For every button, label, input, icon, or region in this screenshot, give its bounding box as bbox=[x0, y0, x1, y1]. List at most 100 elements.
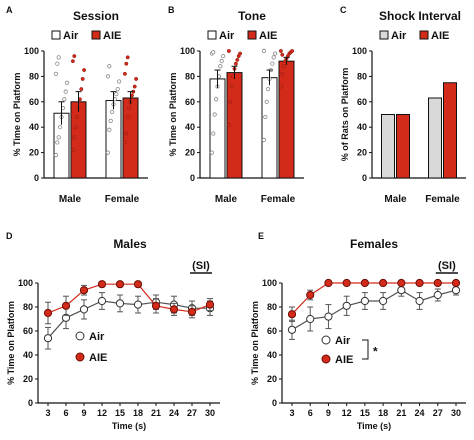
data-point-air bbox=[105, 74, 111, 79]
legend-marker-air bbox=[321, 335, 331, 345]
data-point-aie bbox=[226, 122, 231, 127]
panel-letter: E bbox=[258, 231, 264, 241]
y-tick-label: 60 bbox=[267, 326, 277, 336]
y-tick-label: 20 bbox=[267, 374, 277, 384]
series-line-aie bbox=[47, 283, 211, 314]
category-label: Female bbox=[261, 194, 296, 205]
data-point-air bbox=[272, 51, 278, 56]
panel-letter: D bbox=[6, 231, 13, 241]
data-point-air bbox=[55, 61, 60, 66]
data-point-aie bbox=[433, 278, 442, 288]
legend-marker-air bbox=[75, 331, 85, 341]
y-axis-label: % Time on Platform bbox=[12, 73, 22, 157]
bar-aie-female bbox=[443, 82, 457, 179]
data-point-aie bbox=[122, 71, 127, 76]
legend-label-air: Air bbox=[335, 335, 351, 347]
x-tick-label: 6 bbox=[63, 408, 68, 418]
data-point-aie bbox=[324, 278, 333, 288]
bar-aie-female bbox=[122, 97, 139, 179]
legend-label-air: Air bbox=[89, 331, 105, 343]
data-point-aie bbox=[70, 148, 75, 153]
x-tick-label: 18 bbox=[133, 408, 143, 418]
data-point-air bbox=[97, 296, 107, 306]
bar-chart-a: A Session 0 20 40 60 80 100 % Time on Platform Ma… bbox=[6, 5, 148, 205]
data-point-air bbox=[218, 64, 223, 69]
y-tick-label: 60 bbox=[185, 97, 195, 107]
legend-label-aie: AIE bbox=[431, 30, 449, 42]
data-point-air bbox=[264, 99, 269, 104]
data-point-air bbox=[342, 301, 351, 310]
y-tick-label: 100 bbox=[18, 278, 33, 288]
data-point-aie bbox=[290, 49, 295, 53]
y-tick-label: 0 bbox=[362, 173, 367, 183]
x-tick-label: 3 bbox=[289, 408, 294, 418]
x-tick-label: 24 bbox=[415, 408, 425, 418]
chart-title: Session bbox=[73, 9, 119, 23]
x-tick-label: 24 bbox=[169, 408, 179, 418]
x-tick-label: 18 bbox=[378, 408, 388, 418]
data-point-aie bbox=[127, 106, 132, 111]
bar-aie-male bbox=[70, 101, 87, 179]
data-point-aie bbox=[125, 55, 130, 60]
data-point-air bbox=[261, 48, 266, 54]
data-point-air bbox=[221, 53, 226, 59]
data-point-air bbox=[107, 64, 112, 69]
y-tick-label: 80 bbox=[267, 302, 277, 312]
series-line-aie bbox=[291, 282, 456, 315]
legend-marker-aie bbox=[75, 352, 85, 362]
data-point-air bbox=[79, 305, 89, 314]
data-point-aie bbox=[134, 76, 139, 81]
legend-swatch-aie bbox=[419, 30, 429, 40]
category-label: Female bbox=[425, 194, 460, 205]
data-point-aie bbox=[122, 140, 127, 145]
category-label: Female bbox=[105, 194, 140, 205]
legend-swatch-aie bbox=[91, 30, 101, 40]
y-tick-label: 40 bbox=[185, 122, 195, 132]
data-point-air bbox=[62, 97, 67, 102]
line-chart-d: D Males 0 20 40 60 80 100 % Time on Platform 3 6 9 1… bbox=[6, 231, 220, 431]
panel-letter: A bbox=[6, 5, 13, 15]
data-point-air bbox=[53, 71, 59, 76]
category-label: Male bbox=[59, 194, 82, 205]
data-point-air bbox=[451, 286, 461, 295]
data-point-aie bbox=[235, 57, 240, 62]
data-point-aie bbox=[379, 278, 388, 288]
data-point-air bbox=[324, 312, 333, 321]
data-point-aie bbox=[233, 61, 238, 66]
data-point-air bbox=[117, 79, 122, 84]
y-tick-label: 100 bbox=[262, 278, 277, 288]
data-point-aie bbox=[187, 307, 197, 316]
data-point-air bbox=[56, 135, 61, 140]
y-tick-label: 80 bbox=[185, 71, 195, 81]
x-axis-label: Time (s) bbox=[357, 421, 391, 431]
x-tick-label: 9 bbox=[326, 408, 331, 418]
bar-air-female bbox=[428, 97, 442, 179]
data-point-aie bbox=[278, 84, 283, 89]
data-point-aie bbox=[79, 87, 84, 92]
data-point-aie bbox=[397, 278, 406, 288]
y-tick-label: 0 bbox=[34, 173, 39, 183]
data-point-aie bbox=[280, 71, 285, 76]
bar-chart-b: B Tone 0 20 40 60 80 100 % Time on Platform Male F… bbox=[168, 5, 304, 205]
category-label: Male bbox=[215, 194, 238, 205]
bar-air-male bbox=[381, 114, 395, 179]
data-point-air bbox=[107, 127, 112, 132]
data-point-air bbox=[287, 325, 297, 334]
data-point-air bbox=[43, 334, 53, 343]
x-tick-label: 15 bbox=[360, 408, 370, 418]
data-point-air bbox=[53, 153, 59, 158]
data-point-air bbox=[115, 87, 120, 92]
legend-label-aie: AIE bbox=[259, 30, 277, 42]
panel-letter: B bbox=[168, 5, 175, 15]
data-point-aie bbox=[124, 61, 129, 66]
y-tick-label: 20 bbox=[29, 148, 39, 158]
y-tick-label: 40 bbox=[267, 350, 277, 360]
data-point-aie bbox=[132, 84, 137, 89]
data-point-air bbox=[306, 314, 315, 324]
y-tick-label: 0 bbox=[28, 398, 33, 408]
data-point-air bbox=[108, 118, 113, 123]
data-point-aie bbox=[79, 286, 89, 295]
y-tick-label: 60 bbox=[357, 97, 367, 107]
data-point-aie bbox=[125, 115, 130, 119]
data-point-aie bbox=[73, 125, 78, 130]
